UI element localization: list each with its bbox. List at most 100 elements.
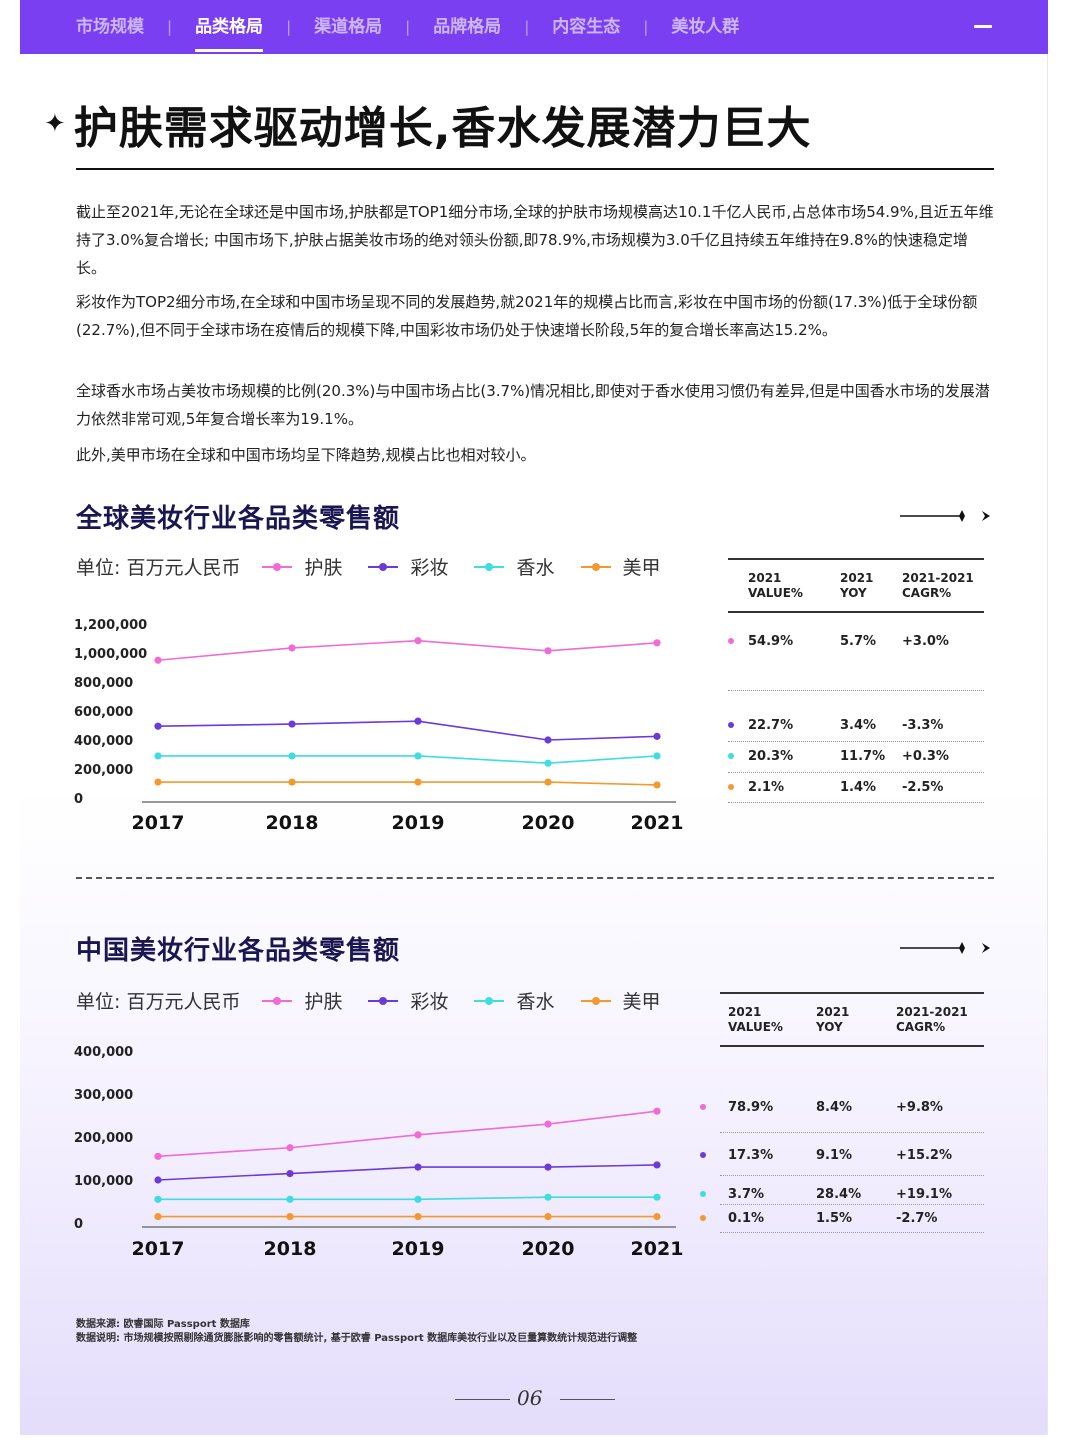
y-tick-label: 0 (74, 1217, 83, 1232)
nav-tab-3[interactable]: 品牌格局 (433, 17, 502, 37)
legend-marker (262, 995, 293, 1007)
nav-separator: | (286, 18, 292, 36)
table-cell-yoy: 9.1% (816, 1148, 853, 1163)
table-cell-yoy: 3.4% (840, 718, 877, 733)
data-point-nail (544, 778, 552, 786)
table-row-divider (728, 690, 984, 691)
nav-tab-0[interactable]: 市场规模 (76, 17, 144, 37)
legend-item: 美甲 (580, 553, 661, 580)
nav-tab-1[interactable]: 品类格局 (195, 0, 264, 54)
x-tick-label: 2017 (132, 1238, 185, 1260)
y-tick-label: 1,000,000 (74, 647, 147, 662)
data-point-fragrance (154, 752, 162, 760)
global-stats-table: 2021 VALUE% 2021 YOY 2021-2021 CAGR% 54.9% 5.7%… (728, 558, 984, 808)
y-tick-label: 400,000 (74, 734, 133, 749)
table-cell-cagr: +9.8% (896, 1100, 943, 1115)
table-header-line: 2021 (728, 1005, 762, 1019)
data-point-skin (154, 1152, 162, 1160)
legend-marker (580, 995, 611, 1007)
nav-tab-4[interactable]: 内容生态 (552, 17, 621, 37)
legend-item: 彩妆 (368, 553, 448, 580)
arrow-right-icon (900, 510, 990, 522)
table-header-line: CAGR% (896, 1020, 946, 1034)
data-point-nail (154, 778, 162, 786)
table-cell-yoy: 8.4% (816, 1100, 853, 1115)
table-row-bullet (700, 1191, 706, 1197)
data-point-nail (653, 781, 661, 789)
nav-separator: | (167, 18, 173, 36)
table-cell-yoy: 1.5% (816, 1211, 853, 1226)
data-point-fragrance (653, 1193, 661, 1201)
data-point-makeup (653, 1161, 661, 1169)
table-cell-cagr: -2.5% (902, 780, 944, 795)
table-row-bullet (700, 1152, 706, 1158)
y-tick-label: 300,000 (74, 1088, 133, 1103)
x-tick-label: 2020 (522, 812, 575, 834)
legend-marker (474, 995, 505, 1007)
data-point-makeup (154, 722, 162, 730)
table-row-bullet (728, 722, 734, 728)
table-header-cagr: 2021-2021 CAGR% (902, 571, 974, 601)
data-point-nail (414, 1212, 422, 1221)
table-header-line: 2021 (816, 1005, 850, 1019)
nav-separator: | (524, 18, 530, 36)
legend-marker (580, 561, 611, 573)
data-point-skin (653, 1107, 661, 1115)
x-tick-label: 2017 (132, 812, 185, 834)
y-tick-label: 600,000 (74, 705, 133, 720)
legend-label: 美甲 (622, 557, 661, 579)
legend-marker (262, 561, 293, 573)
legend-unit: 单位: 百万元人民币 (76, 991, 241, 1013)
footnote-note: 数据说明: 市场规模按照剔除通货膨胀影响的零售额统计, 基于欧睿 Passpor… (76, 1333, 638, 1344)
nav-tab-5[interactable]: 美妆人群 (671, 17, 740, 37)
data-point-makeup (414, 717, 422, 725)
legend-marker (368, 561, 399, 573)
legend-label: 护肤 (304, 557, 343, 579)
page-title-row: ✦ 护肤需求驱动增长,香水发展潜力巨大 (44, 92, 812, 156)
table-header-value: 2021 VALUE% (748, 571, 803, 601)
table-row-divider (720, 1175, 984, 1176)
series-line-makeup (157, 1164, 658, 1181)
report-page: 市场规模 | 品类格局 | 渠道格局 | 品牌格局 | 内容生态 | 美妆人群 ✦ 护肤需求驱动增长… (20, 0, 1048, 1435)
legend-label: 香水 (516, 991, 555, 1013)
table-header-line: 2021 (840, 571, 874, 585)
sparkle-icon: ✦ (44, 109, 66, 139)
table-cell-cagr: -3.3% (902, 718, 944, 733)
y-tick-label: 200,000 (74, 763, 133, 778)
intro-paragraph-4: 此外,美甲市场在全球和中国市场均呈下降趋势,规模占比也相对较小。 (76, 446, 536, 464)
table-cell-cagr: +19.1% (896, 1187, 952, 1202)
table-row-divider (728, 741, 984, 742)
table-header-line: YOY (840, 586, 867, 600)
data-point-skin (544, 1120, 552, 1128)
table-header: 2021 VALUE% 2021 YOY 2021-2021 CAGR% (728, 558, 984, 613)
table-header-value: 2021 VALUE% (728, 1005, 783, 1035)
table-cell-cagr: +3.0% (902, 634, 949, 649)
data-point-skin (286, 1144, 294, 1152)
data-point-nail (544, 1212, 552, 1221)
table-cell-yoy: 5.7% (840, 634, 877, 649)
title-underline (76, 168, 994, 170)
table-cell-cagr: -2.7% (896, 1211, 938, 1226)
table-header-line: VALUE% (728, 1020, 783, 1034)
data-point-nail (286, 1212, 294, 1221)
table-cell-value: 22.7% (748, 718, 794, 733)
legend-item: 彩妆 (368, 987, 448, 1014)
series-line-makeup (157, 720, 658, 741)
table-cell-yoy: 1.4% (840, 780, 877, 795)
page-number-line-right (560, 1399, 615, 1400)
nav-tab-2[interactable]: 渠道格局 (314, 17, 383, 37)
data-point-nail (154, 1212, 162, 1221)
table-header-line: VALUE% (748, 586, 803, 600)
series-line-fragrance (158, 755, 658, 765)
y-tick-label: 800,000 (74, 676, 133, 691)
x-tick-label: 2019 (392, 1238, 445, 1260)
data-point-fragrance (544, 759, 552, 767)
table-header-line: YOY (816, 1020, 843, 1034)
table-header-yoy: 2021 YOY (840, 571, 873, 601)
table-header-line: 2021-2021 (896, 1005, 968, 1019)
x-tick-label: 2018 (266, 812, 319, 834)
minus-icon[interactable] (974, 25, 992, 28)
table-row-bullet (700, 1215, 706, 1221)
series-line-skin (157, 1110, 658, 1158)
china-line-chart: 400,000 300,000 200,000 100,000 0 2017 2018 201… (74, 1045, 683, 1260)
